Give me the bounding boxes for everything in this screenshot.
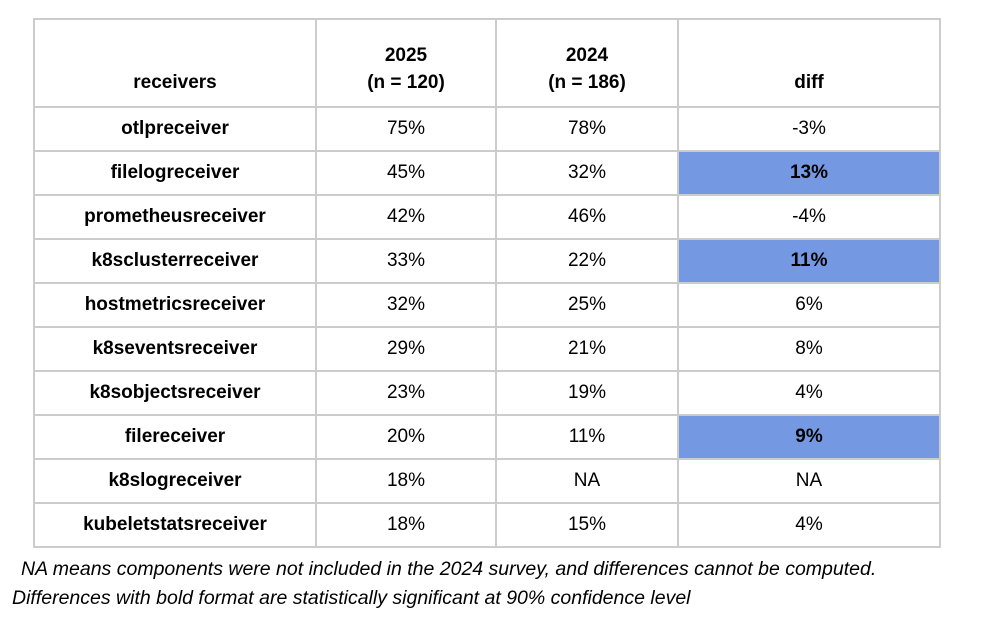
col-header-2025-n: (n = 120) — [367, 72, 445, 93]
table-row: filelogreceiver 45% 32% 13% — [33, 150, 941, 196]
footnotes: NA means components were not included in… — [0, 555, 982, 613]
cell-2024: 15% — [495, 502, 679, 548]
cell-2024: 46% — [495, 194, 679, 240]
cell-2025: 20% — [315, 414, 497, 460]
cell-2025: 33% — [315, 238, 497, 284]
col-header-2024-n: (n = 186) — [548, 72, 626, 93]
table-row: k8sclusterreceiver 33% 22% 11% — [33, 238, 941, 284]
col-header-2024: 2024 (n = 186) — [495, 18, 679, 108]
cell-diff: 4% — [677, 370, 941, 416]
footnote-na: NA means components were not included in… — [21, 558, 877, 580]
cell-2025: 32% — [315, 282, 497, 328]
receivers-comparison-table: receivers 2025 (n = 120) 2024 (n = 186) … — [33, 18, 941, 548]
cell-diff: 4% — [677, 502, 941, 548]
table-row: k8slogreceiver 18% NA NA — [33, 458, 941, 504]
table-row: otlpreceiver 75% 78% -3% — [33, 106, 941, 152]
cell-receiver: otlpreceiver — [33, 106, 317, 152]
cell-2025: 18% — [315, 502, 497, 548]
cell-receiver: k8sclusterreceiver — [33, 238, 317, 284]
cell-2024: 32% — [495, 150, 679, 196]
table-row: k8seventsreceiver 29% 21% 8% — [33, 326, 941, 372]
cell-diff: 9% — [677, 414, 941, 460]
cell-diff: -3% — [677, 106, 941, 152]
cell-2025: 23% — [315, 370, 497, 416]
cell-2024: 19% — [495, 370, 679, 416]
cell-receiver: k8slogreceiver — [33, 458, 317, 504]
cell-diff: NA — [677, 458, 941, 504]
cell-receiver: prometheusreceiver — [33, 194, 317, 240]
cell-diff: 11% — [677, 238, 941, 284]
cell-2024: NA — [495, 458, 679, 504]
table-row: k8sobjectsreceiver 23% 19% 4% — [33, 370, 941, 416]
col-header-diff: diff — [677, 18, 941, 108]
col-header-receivers: receivers — [33, 18, 317, 108]
cell-diff: -4% — [677, 194, 941, 240]
cell-2025: 42% — [315, 194, 497, 240]
cell-diff: 8% — [677, 326, 941, 372]
cell-2025: 75% — [315, 106, 497, 152]
cell-2024: 25% — [495, 282, 679, 328]
cell-receiver: hostmetricsreceiver — [33, 282, 317, 328]
footnote-significance: Differences with bold format are statist… — [12, 587, 691, 609]
table-row: kubeletstatsreceiver 18% 15% 4% — [33, 502, 941, 548]
table-row: filereceiver 20% 11% 9% — [33, 414, 941, 460]
cell-receiver: k8sobjectsreceiver — [33, 370, 317, 416]
cell-2025: 18% — [315, 458, 497, 504]
cell-diff: 13% — [677, 150, 941, 196]
col-header-2024-year: 2024 — [565, 45, 609, 66]
cell-2024: 11% — [495, 414, 679, 460]
cell-receiver: filereceiver — [33, 414, 317, 460]
col-header-2025: 2025 (n = 120) — [315, 18, 497, 108]
table-row: prometheusreceiver 42% 46% -4% — [33, 194, 941, 240]
cell-receiver: kubeletstatsreceiver — [33, 502, 317, 548]
cell-2025: 29% — [315, 326, 497, 372]
cell-diff: 6% — [677, 282, 941, 328]
cell-2025: 45% — [315, 150, 497, 196]
cell-2024: 22% — [495, 238, 679, 284]
header-row: receivers 2025 (n = 120) 2024 (n = 186) … — [33, 18, 941, 108]
table-row: hostmetricsreceiver 32% 25% 6% — [33, 282, 941, 328]
cell-2024: 78% — [495, 106, 679, 152]
cell-receiver: k8seventsreceiver — [33, 326, 317, 372]
col-header-2025-year: 2025 — [384, 45, 428, 66]
cell-2024: 21% — [495, 326, 679, 372]
cell-receiver: filelogreceiver — [33, 150, 317, 196]
